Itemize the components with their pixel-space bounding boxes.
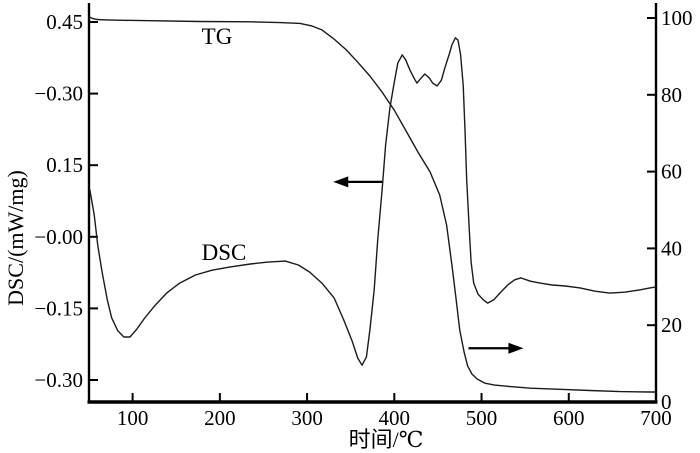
tg-right-axis-arrow-head [508,342,524,354]
x-tick-label: 200 [204,406,236,430]
x-tick-label: 600 [553,406,585,430]
left-tick-label: −0.30 [34,368,83,392]
right-tick-label: 100 [661,6,693,30]
left-tick-label: −0.15 [34,296,83,320]
dsc-curve [89,37,657,366]
right-tick-label: 0 [661,390,672,414]
right-tick-label: 80 [661,83,682,107]
dsc-left-axis-arrow-head [333,176,349,188]
left-tick-label: −0.00 [34,225,83,249]
right-tick-label: 40 [661,236,682,260]
x-tick-label: 700 [640,406,672,430]
right-tick-label: 20 [661,313,682,337]
x-axis-title: 时间/℃ [348,427,424,452]
x-tick-label: 400 [379,406,411,430]
x-tick-label: 500 [466,406,498,430]
left-tick-label: 0.45 [46,10,83,34]
tg-curve-label: TG [201,24,233,49]
right-tick-label: 60 [661,160,682,184]
left-tick-label: −0.30 [34,82,83,106]
tg-curve [89,16,657,393]
left-axis-title: DSC/(mW/mg) [3,170,28,306]
x-tick-label: 300 [291,406,323,430]
dsc-curve-label: DSC [201,240,247,265]
left-tick-label: 0.15 [46,153,83,177]
x-tick-label: 100 [117,406,149,430]
